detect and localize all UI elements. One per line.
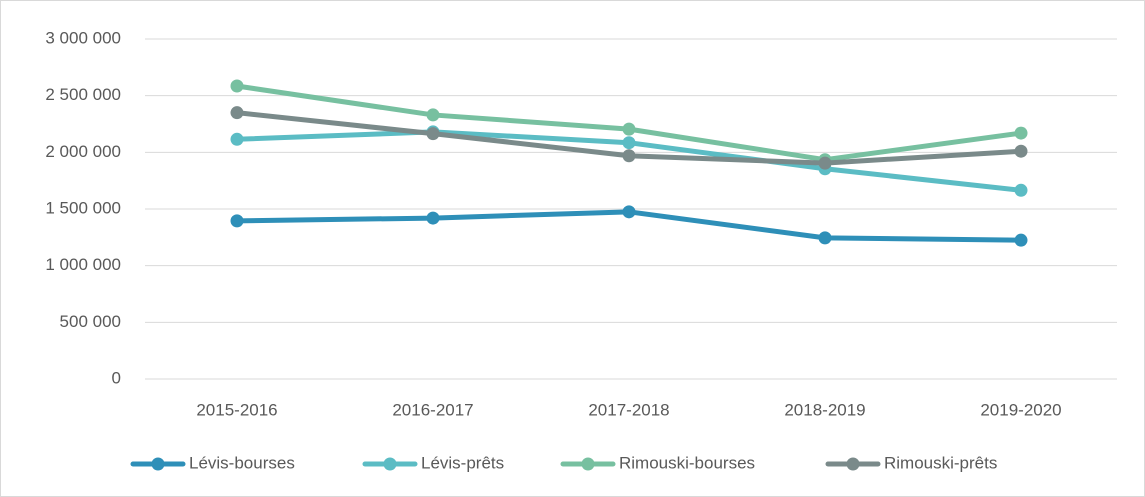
- y-tick-label: 2 500 000: [45, 85, 121, 104]
- series-marker: [426, 127, 440, 141]
- series-marker: [622, 122, 636, 136]
- series-marker: [1014, 233, 1028, 247]
- series-marker: [230, 79, 244, 93]
- series-marker: [818, 156, 832, 170]
- legend-marker: [383, 457, 397, 471]
- legend-label: Rimouski-bourses: [619, 453, 755, 472]
- series-marker: [426, 211, 440, 225]
- legend-label: Rimouski-prêts: [884, 453, 997, 472]
- x-tick-label: 2015-2016: [196, 400, 277, 419]
- series-marker: [230, 214, 244, 228]
- legend-marker: [151, 457, 165, 471]
- y-tick-label: 1 000 000: [45, 255, 121, 274]
- series-marker: [622, 205, 636, 219]
- x-tick-label: 2017-2018: [588, 400, 669, 419]
- y-tick-label: 1 500 000: [45, 198, 121, 217]
- y-tick-label: 0: [112, 368, 121, 387]
- series-marker: [1014, 126, 1028, 140]
- series-marker: [1014, 144, 1028, 158]
- x-tick-label: 2018-2019: [784, 400, 865, 419]
- x-tick-label: 2016-2017: [392, 400, 473, 419]
- y-tick-label: 500 000: [60, 312, 121, 331]
- legend-label: Lévis-prêts: [421, 453, 504, 472]
- x-tick-label: 2019-2020: [980, 400, 1061, 419]
- series-marker: [230, 132, 244, 146]
- legend-marker: [846, 457, 860, 471]
- legend-marker: [581, 457, 595, 471]
- series-marker: [1014, 183, 1028, 197]
- series-marker: [230, 106, 244, 120]
- series-marker: [622, 136, 636, 150]
- legend-label: Lévis-bourses: [189, 453, 295, 472]
- y-tick-label: 3 000 000: [45, 28, 121, 47]
- y-tick-label: 2 000 000: [45, 142, 121, 161]
- series-marker: [426, 108, 440, 122]
- series-marker: [818, 231, 832, 245]
- series-marker: [622, 149, 636, 163]
